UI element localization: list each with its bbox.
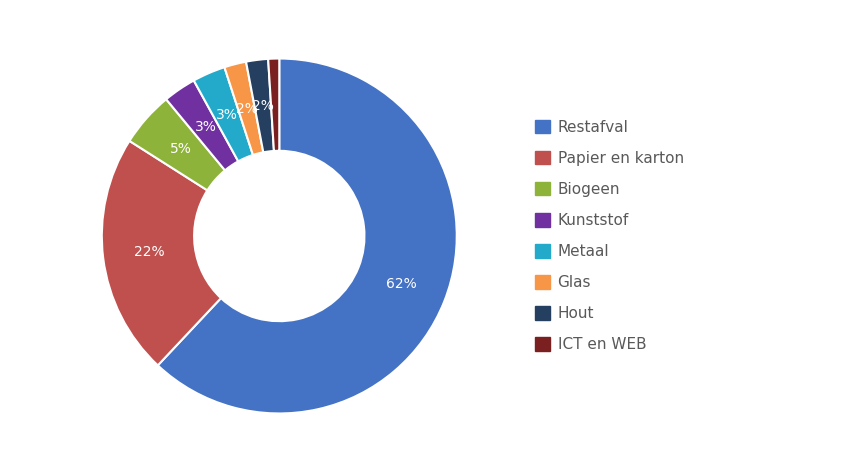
Wedge shape <box>129 99 225 190</box>
Text: 3%: 3% <box>216 109 238 122</box>
Text: 5%: 5% <box>170 142 192 156</box>
Wedge shape <box>268 59 280 151</box>
Text: 3%: 3% <box>195 120 217 135</box>
Wedge shape <box>158 59 456 413</box>
Wedge shape <box>224 62 264 155</box>
Legend: Restafval, Papier en karton, Biogeen, Kunststof, Metaal, Glas, Hout, ICT en WEB: Restafval, Papier en karton, Biogeen, Ku… <box>535 119 683 353</box>
Text: 22%: 22% <box>133 245 164 260</box>
Wedge shape <box>102 141 221 365</box>
Wedge shape <box>166 81 238 170</box>
Wedge shape <box>194 67 253 161</box>
Wedge shape <box>246 59 274 152</box>
Text: 62%: 62% <box>386 278 416 291</box>
Text: 2%: 2% <box>235 102 258 116</box>
Text: 2%: 2% <box>252 99 274 113</box>
